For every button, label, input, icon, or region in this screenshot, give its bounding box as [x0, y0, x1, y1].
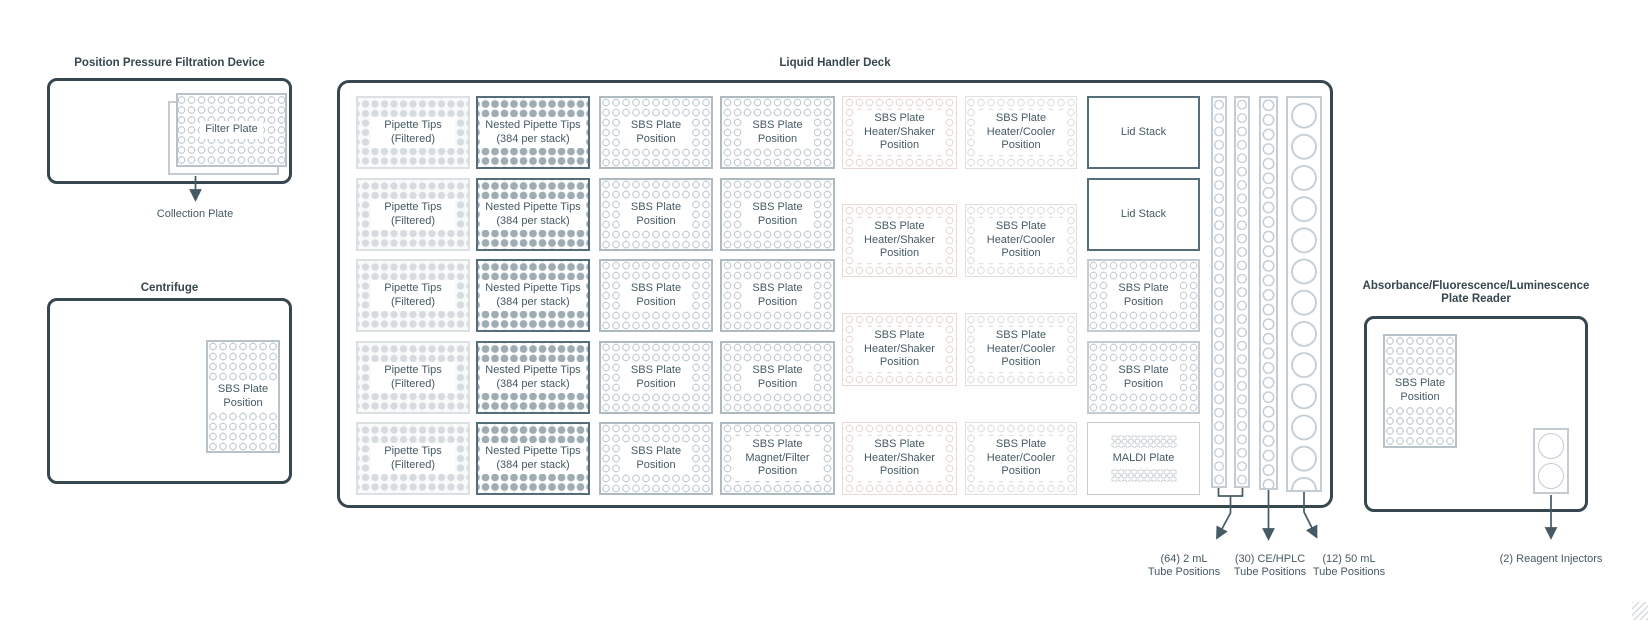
reagent-injector-block — [1533, 428, 1569, 494]
deck-nested-tips-1: Nested Pipette Tips (384 per stack) — [476, 96, 590, 169]
deck-heater-shaker-3: SBS Plate Heater/Shaker Position — [842, 313, 957, 386]
tube-strip-50ml — [1286, 96, 1322, 492]
deck-title: Liquid Handler Deck — [779, 57, 891, 69]
tube-strip-cehplc — [1259, 96, 1278, 490]
centrifuge-title: Centrifuge — [140, 282, 199, 294]
filtration-device-title: Position Pressure Filtration Device — [74, 57, 265, 69]
reader-sbs-plate: SBS Plate Position — [1383, 334, 1457, 448]
deck-sbs-c4-2: SBS Plate Position — [720, 178, 835, 251]
deck-pipette-tips-1: Pipette Tips (Filtered) — [356, 96, 470, 169]
deck-heater-cooler-4: SBS Plate Heater/Cooler Position — [965, 422, 1077, 495]
deck-sbs-c7-1: SBS Plate Position — [1087, 259, 1200, 332]
tube-label-50ml: (12) 50 mL Tube Positions — [1312, 553, 1386, 579]
maldi-plate-label: MALDI Plate — [1112, 451, 1175, 464]
centrifuge-sbs-plate: SBS Plate Position — [206, 340, 280, 453]
deck-heater-shaker-4: SBS Plate Heater/Shaker Position — [842, 422, 957, 495]
deck-pipette-tips-2: Pipette Tips (Filtered) — [356, 178, 470, 251]
deck-sbs-c4-3: SBS Plate Position — [720, 259, 835, 332]
deck-sbs-c3-3: SBS Plate Position — [599, 259, 713, 332]
deck-nested-tips-5: Nested Pipette Tips (384 per stack) — [476, 422, 590, 495]
deck-maldi-plate: MALDI Plate — [1087, 422, 1200, 495]
deck-sbs-c7-2: SBS Plate Position — [1087, 341, 1200, 414]
reader-plate-label: SBS Plate Position — [1385, 375, 1455, 407]
resize-handle-icon[interactable] — [1632, 602, 1648, 620]
deck-sbs-c3-1: SBS Plate Position — [599, 96, 713, 169]
plate-reader-title: Absorbance/Fluorescence/Luminescence Pla… — [1362, 280, 1590, 306]
filter-plate: Filter Plate — [176, 93, 287, 167]
deck-heater-cooler-2: SBS Plate Heater/Cooler Position — [965, 204, 1077, 277]
deck-heater-shaker-1: SBS Plate Heater/Shaker Position — [842, 96, 957, 169]
deck-sbs-c4-4: SBS Plate Position — [720, 341, 835, 414]
deck-heater-shaker-2: SBS Plate Heater/Shaker Position — [842, 204, 957, 277]
deck-sbs-c3-5: SBS Plate Position — [599, 422, 713, 495]
filter-plate-label: Filter Plate — [200, 121, 263, 139]
deck-nested-tips-2: Nested Pipette Tips (384 per stack) — [476, 178, 590, 251]
reagent-injectors-label: (2) Reagent Injectors — [1499, 553, 1603, 565]
deck-sbs-c4-1: SBS Plate Position — [720, 96, 835, 169]
maldi-spot-band-top — [1110, 434, 1177, 448]
deck-heater-cooler-3: SBS Plate Heater/Cooler Position — [965, 313, 1077, 386]
tube-label-cehplc: (30) CE/HPLC Tube Positions — [1233, 553, 1307, 579]
injector-port-icon — [1538, 433, 1564, 459]
centrifuge-plate-label: SBS Plate Position — [208, 380, 278, 413]
injector-port-icon — [1538, 463, 1564, 489]
deck-lid-stack-2: Lid Stack — [1087, 178, 1200, 251]
deck-pipette-tips-5: Pipette Tips (Filtered) — [356, 422, 470, 495]
deck-heater-cooler-1: SBS Plate Heater/Cooler Position — [965, 96, 1077, 169]
collection-plate-label: Collection Plate — [156, 208, 234, 220]
tube-strip-2ml-b — [1234, 96, 1250, 488]
deck-nested-tips-4: Nested Pipette Tips (384 per stack) — [476, 341, 590, 414]
deck-nested-tips-3: Nested Pipette Tips (384 per stack) — [476, 259, 590, 332]
tube-label-2ml: (64) 2 mL Tube Positions — [1147, 553, 1221, 579]
tube-strip-2ml-a — [1211, 96, 1227, 488]
maldi-spot-band-bottom — [1110, 469, 1177, 483]
deck-sbs-magnet-filter: SBS Plate Magnet/Filter Position — [720, 422, 835, 495]
deck-sbs-c3-2: SBS Plate Position — [599, 178, 713, 251]
deck-pipette-tips-4: Pipette Tips (Filtered) — [356, 341, 470, 414]
deck-lid-stack-1: Lid Stack — [1087, 96, 1200, 169]
deck-sbs-c3-4: SBS Plate Position — [599, 341, 713, 414]
deck-pipette-tips-3: Pipette Tips (Filtered) — [356, 259, 470, 332]
